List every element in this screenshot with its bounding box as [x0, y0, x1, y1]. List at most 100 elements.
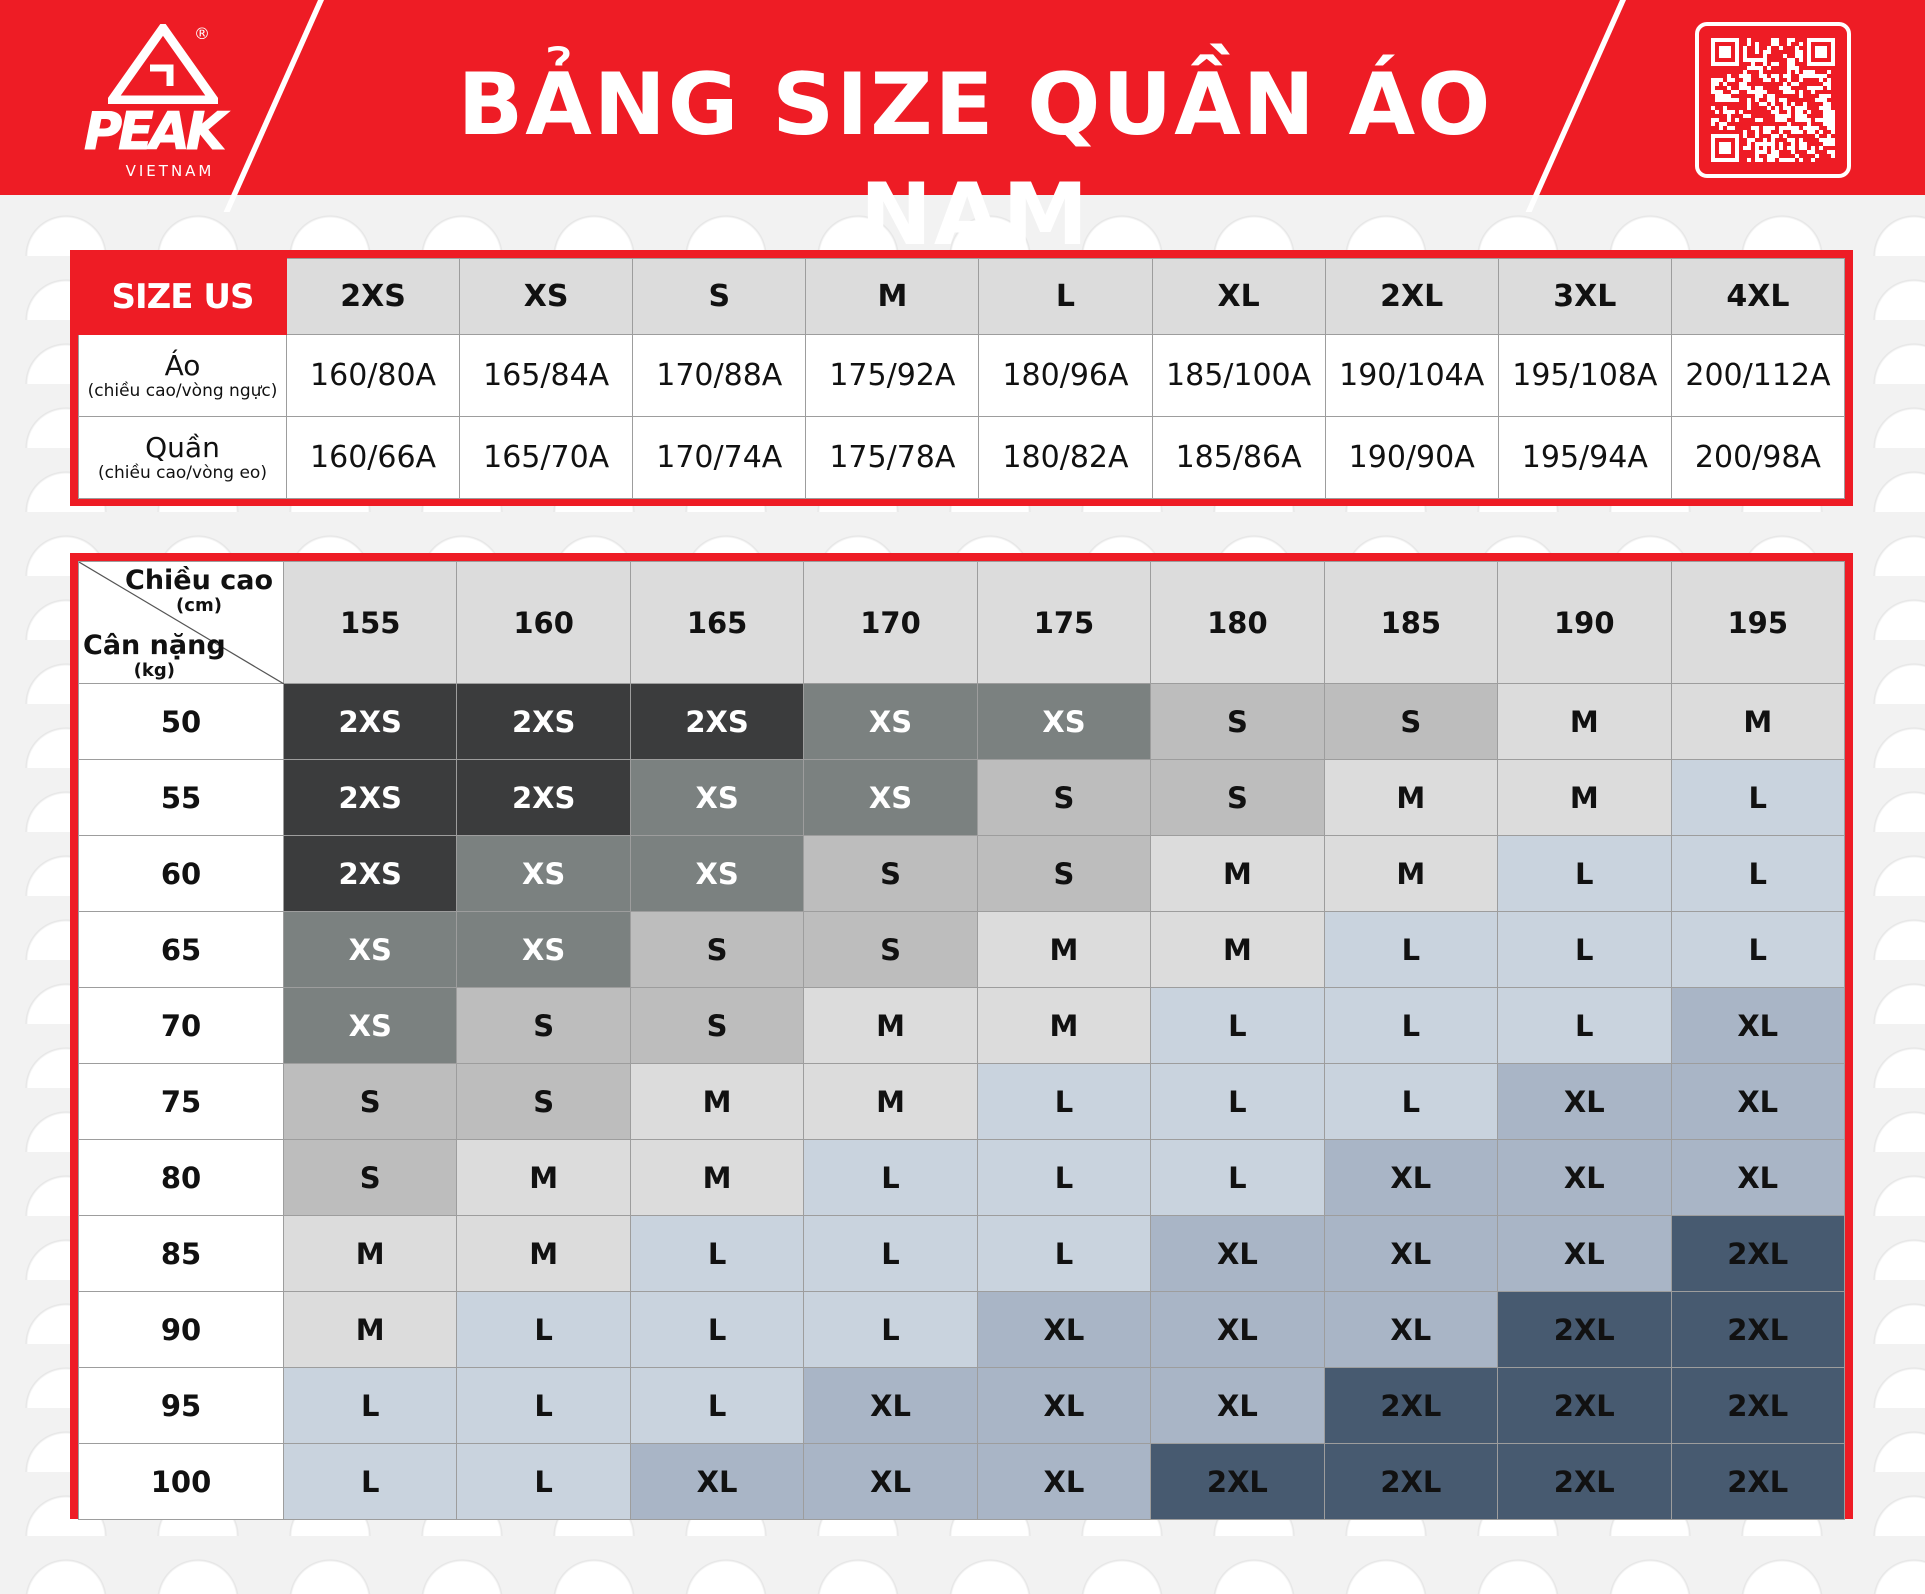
- size-cell: 2XS: [282, 835, 458, 912]
- header-banner: ® PEAK VIETNAM BẢNG SIZE QUẦN ÁO NAM: [0, 0, 1925, 265]
- size-cell: 2XL: [1670, 1215, 1845, 1292]
- size-cell: S: [456, 1063, 631, 1140]
- weight-row-header: 85: [78, 1215, 284, 1292]
- size-cell: L: [1670, 835, 1845, 912]
- weight-row-header: 70: [78, 987, 284, 1064]
- size-us-value-cell: 175/78A: [805, 416, 980, 499]
- size-us-value-cell: 195/94A: [1497, 416, 1672, 499]
- size-us-row-label: Áo (chiều cao/vòng ngực): [78, 334, 287, 417]
- height-column-header: 160: [456, 561, 631, 684]
- weight-row: 95 L L L XL XL XL 2XL 2XL 2XL: [78, 1367, 1845, 1444]
- size-us-value-cell: 160/66A: [285, 416, 461, 499]
- size-cell: 2XS: [282, 683, 458, 760]
- measurement-note: (chiều cao/vòng ngực): [87, 380, 278, 401]
- size-cell: L: [1150, 987, 1325, 1064]
- size-chart-table: Chiều cao (cm) Cân nặng (kg) 155 160 165 170 175…: [78, 561, 1845, 1520]
- size-us-value-cell: 195/108A: [1497, 334, 1672, 417]
- weight-row-header: 100: [78, 1443, 284, 1520]
- height-unit: (cm): [176, 595, 222, 616]
- size-us-row-label: Quần (chiều cao/vòng eo): [78, 416, 287, 499]
- size-us-value-cell: 170/74A: [632, 416, 807, 499]
- garment-type: Quần: [145, 430, 220, 464]
- size-cell: S: [629, 987, 805, 1064]
- garment-type: Áo: [164, 348, 201, 382]
- size-us-table: SIZE US 2XS XS S M L XL 2XL 3XL 4XL Áo (chiều cao/v…: [78, 258, 1846, 499]
- size-cell: 2XL: [1323, 1367, 1499, 1444]
- size-cell: XL: [629, 1443, 805, 1520]
- size-cell: 2XL: [1497, 1443, 1672, 1520]
- height-column-header: 165: [629, 561, 805, 684]
- size-us-table-frame: SIZE US 2XS XS S M L XL 2XL 3XL 4XL Áo (chiều cao/v…: [70, 250, 1853, 506]
- weight-row: 55 2XS 2XS XS XS S S M M L: [78, 759, 1845, 836]
- size-cell: XL: [1670, 987, 1845, 1064]
- size-us-value-cell: 165/84A: [459, 334, 634, 417]
- size-cell: 2XL: [1150, 1443, 1325, 1520]
- qr-code-icon: [1711, 38, 1835, 162]
- size-cell: XL: [803, 1367, 978, 1444]
- size-chart-frame: Chiều cao (cm) Cân nặng (kg) 155 160 165 170 175…: [70, 553, 1853, 1520]
- size-cell: M: [1497, 759, 1672, 836]
- size-cell: M: [1497, 683, 1672, 760]
- size-cell: 2XL: [1323, 1443, 1499, 1520]
- size-cell: M: [803, 1063, 978, 1140]
- size-cell: L: [1497, 911, 1672, 988]
- size-cell: XL: [1670, 1063, 1845, 1140]
- brand-subtitle: VIETNAM: [125, 162, 215, 180]
- size-cell: L: [456, 1367, 631, 1444]
- size-cell: XL: [1150, 1215, 1325, 1292]
- size-us-column-header: 2XL: [1324, 258, 1499, 335]
- size-cell: 2XL: [1670, 1291, 1845, 1368]
- size-cell: 2XL: [1670, 1443, 1845, 1520]
- size-us-column-header: XS: [459, 258, 634, 335]
- size-cell: M: [976, 911, 1152, 988]
- size-us-column-header: S: [632, 258, 807, 335]
- diagonal-divider: [79, 562, 284, 684]
- size-cell: XS: [456, 911, 631, 988]
- size-cell: 2XL: [1670, 1367, 1845, 1444]
- size-cell: M: [1323, 759, 1499, 836]
- size-cell: S: [629, 911, 805, 988]
- weight-row-header: 65: [78, 911, 284, 988]
- size-cell: 2XS: [456, 683, 631, 760]
- size-cell: S: [282, 1063, 458, 1140]
- height-column-header: 195: [1670, 561, 1845, 684]
- size-us-value-cell: 180/96A: [978, 334, 1153, 417]
- size-cell: M: [1150, 835, 1325, 912]
- weight-label: Cân nặng: [83, 630, 226, 661]
- height-axis-label: Chiều cao (cm): [125, 566, 273, 616]
- size-cell: XS: [803, 683, 978, 760]
- size-cell: L: [456, 1443, 631, 1520]
- height-column-header: 170: [803, 561, 978, 684]
- size-cell: L: [1150, 1139, 1325, 1216]
- size-cell: 2XL: [1497, 1367, 1672, 1444]
- size-cell: XL: [976, 1367, 1152, 1444]
- weight-row: 85 M M L L L XL XL XL 2XL: [78, 1215, 1845, 1292]
- size-us-row: Quần (chiều cao/vòng eo) 160/66A 165/70A 170…: [78, 416, 1846, 499]
- size-cell: M: [1670, 683, 1845, 760]
- weight-row: 50 2XS 2XS 2XS XS XS S S M M: [78, 683, 1845, 760]
- height-column-header: 190: [1497, 561, 1672, 684]
- height-label: Chiều cao: [125, 565, 273, 596]
- size-cell: XL: [1497, 1063, 1672, 1140]
- qr-code[interactable]: [1695, 22, 1851, 178]
- size-cell: M: [456, 1215, 631, 1292]
- size-cell: L: [629, 1291, 805, 1368]
- page-title: BẢNG SIZE QUẦN ÁO NAM: [457, 55, 1493, 265]
- weight-row: 70 XS S S M M L L L XL: [78, 987, 1845, 1064]
- brand-wordmark: PEAK: [84, 102, 227, 163]
- size-cell: L: [282, 1443, 458, 1520]
- size-cell: M: [456, 1139, 631, 1216]
- size-cell: XS: [976, 683, 1152, 760]
- registered-mark: ®: [194, 24, 210, 43]
- weight-row: 90 M L L L XL XL XL 2XL 2XL: [78, 1291, 1845, 1368]
- size-cell: M: [629, 1063, 805, 1140]
- size-cell: 2XL: [1497, 1291, 1672, 1368]
- size-cell: S: [976, 835, 1152, 912]
- size-us-header-row: SIZE US 2XS XS S M L XL 2XL 3XL 4XL: [78, 258, 1846, 335]
- size-cell: XL: [1323, 1291, 1499, 1368]
- size-cell: 2XS: [629, 683, 805, 760]
- size-us-value-cell: 170/88A: [632, 334, 807, 417]
- size-cell: XL: [976, 1291, 1152, 1368]
- size-cell: XL: [1497, 1139, 1672, 1216]
- size-cell: S: [803, 911, 978, 988]
